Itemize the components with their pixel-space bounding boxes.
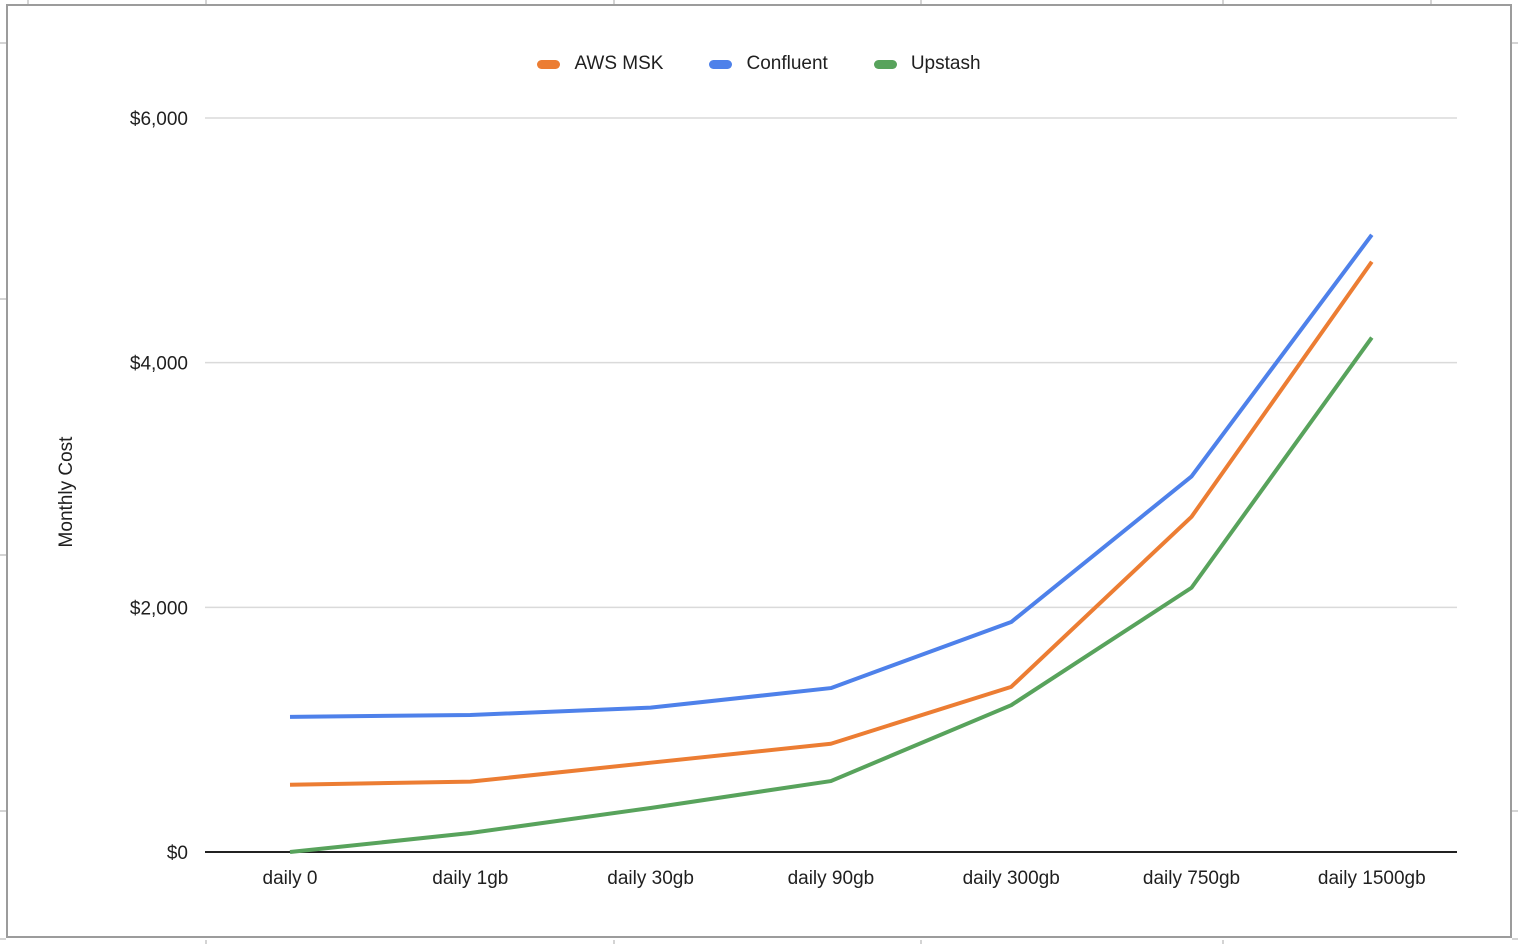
x-tick-label: daily 30gb	[607, 868, 694, 889]
grid-stub	[205, 0, 207, 4]
legend-item-upstash[interactable]: Upstash	[873, 50, 981, 78]
grid-stub	[1512, 42, 1518, 44]
chart-legend: AWS MSK Confluent Upstash	[0, 50, 1518, 78]
grid-stub	[27, 0, 29, 4]
grid-stub	[920, 940, 922, 944]
legend-label-aws-msk: AWS MSK	[574, 53, 664, 74]
grid-stub	[1512, 938, 1518, 940]
x-tick-label: daily 300gb	[963, 868, 1060, 889]
legend-swatch-confluent	[709, 59, 733, 69]
chart-container[interactable]	[6, 4, 1512, 938]
x-tick-label: daily 1gb	[432, 868, 508, 889]
grid-stub	[0, 298, 6, 300]
grid-stub	[1512, 810, 1518, 812]
legend-swatch-upstash	[873, 59, 897, 69]
y-tick-label: $6,000	[130, 109, 188, 130]
grid-stub	[920, 0, 922, 4]
x-tick-label: daily 1500gb	[1318, 868, 1426, 889]
legend-item-confluent[interactable]: Confluent	[709, 50, 828, 78]
x-tick-label: daily 90gb	[788, 868, 875, 889]
series-line-aws-msk	[289, 260, 1374, 787]
series-line-upstash	[289, 336, 1374, 854]
grid-stub	[0, 938, 6, 940]
x-tick-label: daily 750gb	[1143, 868, 1240, 889]
y-axis-title: Monthly Cost	[56, 436, 77, 548]
grid-stub	[1222, 940, 1224, 944]
x-tick-label: daily 0	[263, 868, 318, 889]
legend-label-upstash: Upstash	[910, 53, 981, 74]
grid-stub	[1430, 0, 1432, 4]
grid-stub	[613, 0, 615, 4]
grid-stub	[0, 810, 6, 812]
y-tick-label: $4,000	[130, 354, 188, 375]
legend-swatch-aws-msk	[537, 59, 561, 69]
grid-stub	[205, 940, 207, 944]
grid-stub	[1222, 0, 1224, 4]
y-tick-label: $0	[167, 843, 188, 864]
y-tick-label: $2,000	[130, 598, 188, 619]
legend-item-aws-msk[interactable]: AWS MSK	[537, 50, 663, 78]
grid-stub	[0, 42, 6, 44]
legend-label-confluent: Confluent	[746, 53, 828, 74]
grid-stub	[613, 940, 615, 944]
series-line-confluent	[289, 233, 1374, 719]
grid-stub	[0, 554, 6, 556]
